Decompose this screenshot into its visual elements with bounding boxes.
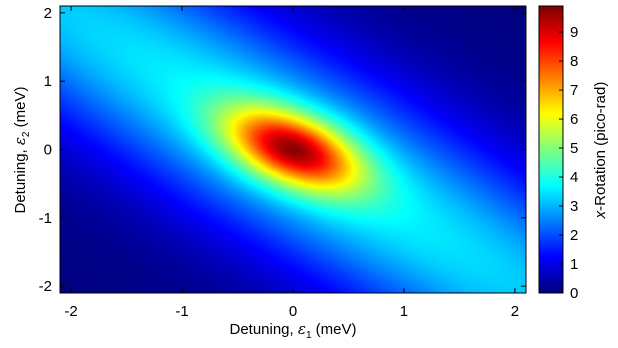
y-tick-label: 0 [44, 142, 52, 159]
x-axis-label-prefix: Detuning, [229, 321, 297, 338]
colorbar-tick-label: 5 [570, 140, 578, 157]
x-axis-ticks: -2 -1 0 1 2 [64, 6, 519, 320]
y-axis-label-subscript: 2 [21, 131, 32, 137]
y-tick-label: 2 [44, 5, 52, 22]
colorbar-tick-label: 7 [570, 82, 578, 99]
y-tick-label: -1 [39, 210, 52, 227]
colorbar-label: x-Rotation (pico-rad) [592, 82, 609, 220]
y-axis-label-symbol: ε [11, 137, 29, 145]
y-tick-label: 1 [44, 73, 52, 90]
x-axis-label-subscript: 1 [306, 330, 312, 341]
colorbar-tick-label: 9 [570, 24, 578, 41]
colorbar-gradient [539, 6, 563, 293]
colorbar-tick-label: 1 [570, 256, 578, 273]
x-axis-label-symbol: ε [298, 320, 306, 338]
y-axis-ticks: -2 -1 0 1 2 [39, 5, 526, 295]
heatmap-image [60, 6, 526, 293]
x-tick-label: -1 [175, 303, 188, 320]
y-tick-label: -2 [39, 278, 52, 295]
x-tick-label: 0 [289, 303, 297, 320]
x-tick-label: -2 [64, 303, 77, 320]
x-axis-label-suffix: (meV) [312, 321, 357, 338]
colorbar-tick-label: 4 [570, 169, 578, 186]
colorbar-tick-label: 6 [570, 111, 578, 128]
colorbar-tick-label: 2 [570, 227, 578, 244]
colorbar-tick-label: 8 [570, 53, 578, 70]
colorbar-frame [538, 5, 564, 294]
x-tick-label: 2 [511, 303, 519, 320]
colorbar-ticks: 0 1 2 3 4 5 6 7 8 9 [559, 24, 578, 302]
x-tick-label: 1 [400, 303, 408, 320]
colorbar-label-rest: -Rotation (pico-rad) [592, 82, 609, 211]
colorbar-tick-label: 0 [570, 285, 578, 302]
y-axis-label-prefix: Detuning, [12, 145, 29, 213]
colorbar-label-italic: x [592, 210, 609, 219]
x-axis-label: Detuning, ε1 (meV) [229, 320, 356, 341]
y-axis-label: Detuning, ε2 (meV) [11, 86, 32, 213]
colorbar-tick-label: 3 [570, 198, 578, 215]
y-axis-label-suffix: (meV) [12, 86, 29, 131]
